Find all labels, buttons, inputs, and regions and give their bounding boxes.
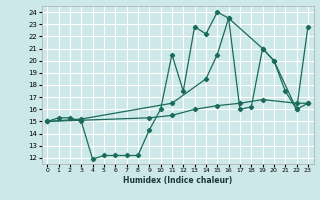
X-axis label: Humidex (Indice chaleur): Humidex (Indice chaleur) bbox=[123, 176, 232, 185]
